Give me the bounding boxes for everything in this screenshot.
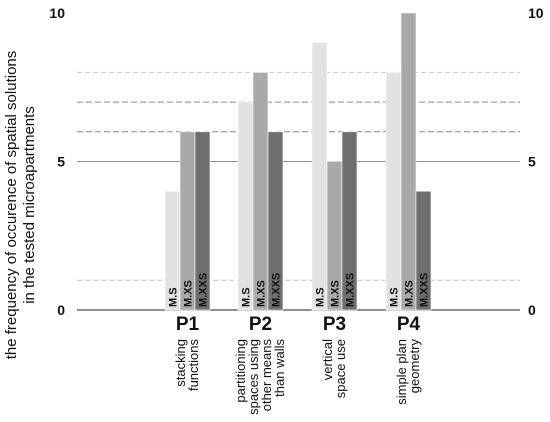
category-description: space use bbox=[333, 339, 348, 398]
grid-layer bbox=[77, 71, 520, 311]
bar bbox=[385, 72, 402, 311]
category-description: partitioning bbox=[233, 339, 248, 403]
category-description: than walls bbox=[272, 339, 287, 397]
category-description: spaces using bbox=[246, 339, 261, 415]
y-tick-label-left: 0 bbox=[57, 302, 65, 318]
labels-layer: 0 05 510 10M.S M.XS M.XXSP1stackingfunctionsM… bbox=[3, 5, 544, 415]
category-label: P2 bbox=[249, 314, 272, 335]
category-description: other means bbox=[259, 339, 274, 412]
y-tick-label-left: 5 bbox=[57, 154, 65, 170]
y-axis-label: in the tested microapartments bbox=[21, 106, 38, 304]
y-tick-label-left: 10 bbox=[49, 5, 65, 21]
bar bbox=[341, 131, 358, 311]
bar-series-label: M.XXS bbox=[345, 273, 357, 307]
bar-series-label: M.S bbox=[315, 287, 327, 307]
bar bbox=[400, 12, 417, 311]
category-description: geometry bbox=[407, 339, 422, 394]
bar-series-label: M.XS bbox=[183, 280, 195, 307]
bar bbox=[252, 72, 269, 311]
category-description: simple plan bbox=[394, 339, 409, 405]
bar-series-label: M.XS bbox=[404, 280, 416, 307]
bar-series-label: M.XS bbox=[256, 280, 268, 307]
category-label: P3 bbox=[323, 314, 346, 335]
bar bbox=[237, 101, 254, 311]
category-description: vertical bbox=[320, 339, 335, 380]
bar-series-label: M.S bbox=[241, 287, 253, 307]
bar bbox=[311, 42, 328, 311]
bar bbox=[415, 190, 432, 311]
bar-series-label: M.XXS bbox=[271, 273, 283, 307]
bar bbox=[267, 131, 284, 311]
category-description: functions bbox=[186, 339, 201, 392]
bar-series-label: M.XS bbox=[330, 280, 342, 307]
y-tick-label-right: 0 bbox=[528, 302, 536, 318]
category-description: stacking bbox=[173, 339, 188, 387]
category-label: P1 bbox=[176, 314, 200, 335]
bar-series-label: M.XXS bbox=[419, 273, 431, 307]
y-tick-label-right: 10 bbox=[528, 5, 544, 21]
category-label: P4 bbox=[397, 314, 421, 335]
bar-series-label: M.XXS bbox=[198, 273, 210, 307]
bar-series-label: M.S bbox=[389, 287, 401, 307]
bar bbox=[194, 131, 211, 311]
y-axis-label: the frequency of occurence of spatial so… bbox=[3, 51, 20, 360]
bars-layer bbox=[164, 12, 432, 311]
y-tick-label-right: 5 bbox=[528, 154, 536, 170]
bar-series-label: M.S bbox=[168, 287, 180, 307]
